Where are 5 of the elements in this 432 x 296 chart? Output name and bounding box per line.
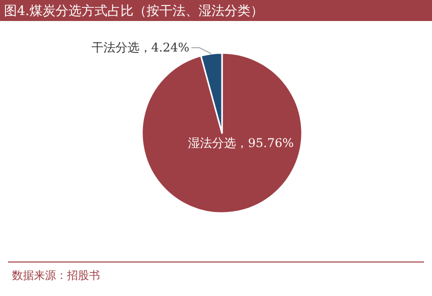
- source-note: 数据来源：招股书: [12, 269, 100, 282]
- pie-slice: [141, 52, 303, 214]
- chart-title: 图4.煤炭分选方式占比（按干法、湿法分类）: [4, 3, 264, 19]
- slice-label: 干法分选，4.24%: [91, 40, 190, 55]
- slice-label: 湿法分选，95.76%: [188, 136, 294, 150]
